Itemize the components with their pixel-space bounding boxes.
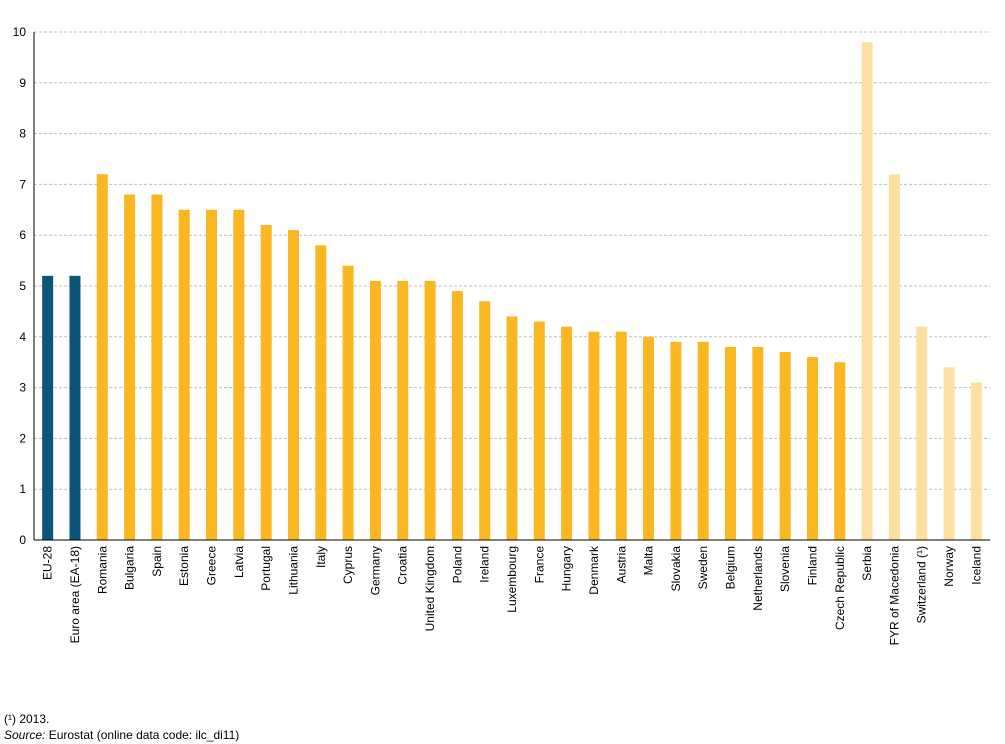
bar xyxy=(178,209,190,541)
source-text: Eurostat (online data code: ilc_di11) xyxy=(48,728,240,742)
bar xyxy=(533,321,545,540)
category-label: Bulgaria xyxy=(123,546,137,590)
category-label: Poland xyxy=(450,546,464,583)
bar xyxy=(369,280,381,540)
footnote: (¹) 2013. xyxy=(4,712,50,726)
category-label: Serbia xyxy=(860,546,874,581)
category-label: France xyxy=(532,546,546,584)
source-label: Source: xyxy=(4,728,46,742)
y-tick-label: 2 xyxy=(19,431,26,445)
category-label: Croatia xyxy=(396,546,410,585)
category-labels: EU-28 Euro area (EA-18) Romania Bulgaria Spa… xyxy=(41,545,984,645)
bar xyxy=(287,230,299,540)
bar xyxy=(233,209,245,541)
category-label: Belgium xyxy=(724,546,738,589)
category-label: FYR of Macedonia xyxy=(887,546,901,646)
bar xyxy=(779,352,791,540)
category-label: Germany xyxy=(368,546,382,595)
category-label: Euro area (EA-18) xyxy=(68,546,82,643)
category-label: EU-28 xyxy=(41,546,55,580)
bar xyxy=(970,382,982,540)
bar xyxy=(342,265,354,540)
y-tick-label: 0 xyxy=(19,533,26,547)
category-label: Norway xyxy=(942,546,956,587)
bar xyxy=(861,42,873,540)
category-label: Estonia xyxy=(177,546,191,586)
bar xyxy=(943,367,955,540)
y-tick-label: 10 xyxy=(13,25,27,39)
bar xyxy=(151,194,163,540)
category-label: Austria xyxy=(614,546,628,584)
category-label: Romania xyxy=(95,546,109,594)
bar xyxy=(479,301,491,540)
y-tick-label: 1 xyxy=(19,482,26,496)
bar xyxy=(588,331,600,540)
y-tick-label: 8 xyxy=(19,127,26,141)
category-label: Greece xyxy=(205,546,219,586)
bar xyxy=(806,357,818,540)
y-tick-label: 7 xyxy=(19,177,26,191)
category-label: Lithuania xyxy=(286,546,300,595)
bar xyxy=(506,316,518,540)
bar xyxy=(725,346,737,540)
bar xyxy=(697,341,709,540)
y-axis-ticks: 0 1 2 3 4 5 6 7 8 9 10 xyxy=(13,25,27,547)
category-label: Switzerland (¹) xyxy=(915,546,929,623)
bar xyxy=(96,174,108,541)
category-label: Malta xyxy=(642,546,656,576)
bars xyxy=(42,42,982,541)
category-label: Iceland xyxy=(969,546,983,585)
bar xyxy=(260,225,272,541)
y-tick-label: 3 xyxy=(19,381,26,395)
bar xyxy=(561,326,573,540)
bar xyxy=(42,275,54,540)
category-label: Hungary xyxy=(560,546,574,591)
bar xyxy=(834,362,846,540)
y-tick-label: 9 xyxy=(19,76,26,90)
category-label: Netherlands xyxy=(751,546,765,611)
y-tick-label: 4 xyxy=(19,330,26,344)
bar xyxy=(315,245,327,541)
category-label: Cyprus xyxy=(341,546,355,584)
y-tick-label: 6 xyxy=(19,228,26,242)
bar xyxy=(916,326,928,540)
y-tick-label: 5 xyxy=(19,279,26,293)
bar xyxy=(752,346,764,540)
category-label: Finland xyxy=(805,546,819,585)
category-label: Latvia xyxy=(232,546,246,578)
category-label: Sweden xyxy=(696,546,710,589)
category-label: Luxembourg xyxy=(505,546,519,613)
category-label: Ireland xyxy=(478,546,492,583)
bar xyxy=(451,291,463,540)
category-label: Spain xyxy=(150,546,164,577)
category-label: Czech Republic xyxy=(833,546,847,630)
bar xyxy=(397,280,409,540)
bar xyxy=(670,341,682,540)
bar xyxy=(888,174,900,541)
bar xyxy=(124,194,136,540)
bar xyxy=(643,336,655,540)
bar xyxy=(615,331,627,540)
bar xyxy=(69,275,81,540)
bar xyxy=(206,209,218,541)
bar xyxy=(424,280,436,540)
bar-chart: 0 1 2 3 4 5 6 7 8 9 10 EU-28 Euro area (EA-18) Roman… xyxy=(13,25,990,645)
category-label: United Kingdom xyxy=(423,546,437,631)
source-note: Source: Eurostat (online data code: ilc_… xyxy=(4,728,239,742)
category-label: Slovakia xyxy=(669,546,683,592)
category-label: Italy xyxy=(314,546,328,568)
category-label: Slovenia xyxy=(778,546,792,592)
category-label: Portugal xyxy=(259,546,273,591)
category-label: Denmark xyxy=(587,545,601,595)
